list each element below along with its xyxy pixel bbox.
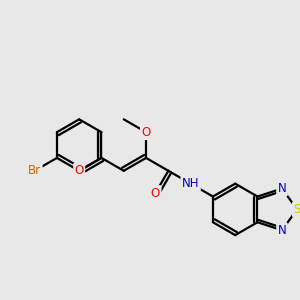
Text: N: N <box>278 182 286 195</box>
Text: O: O <box>151 187 160 200</box>
Text: O: O <box>75 164 84 177</box>
Text: O: O <box>141 126 151 139</box>
Text: Br: Br <box>28 164 41 177</box>
Text: N: N <box>278 224 286 237</box>
Text: S: S <box>293 203 300 216</box>
Text: NH: NH <box>182 177 200 190</box>
